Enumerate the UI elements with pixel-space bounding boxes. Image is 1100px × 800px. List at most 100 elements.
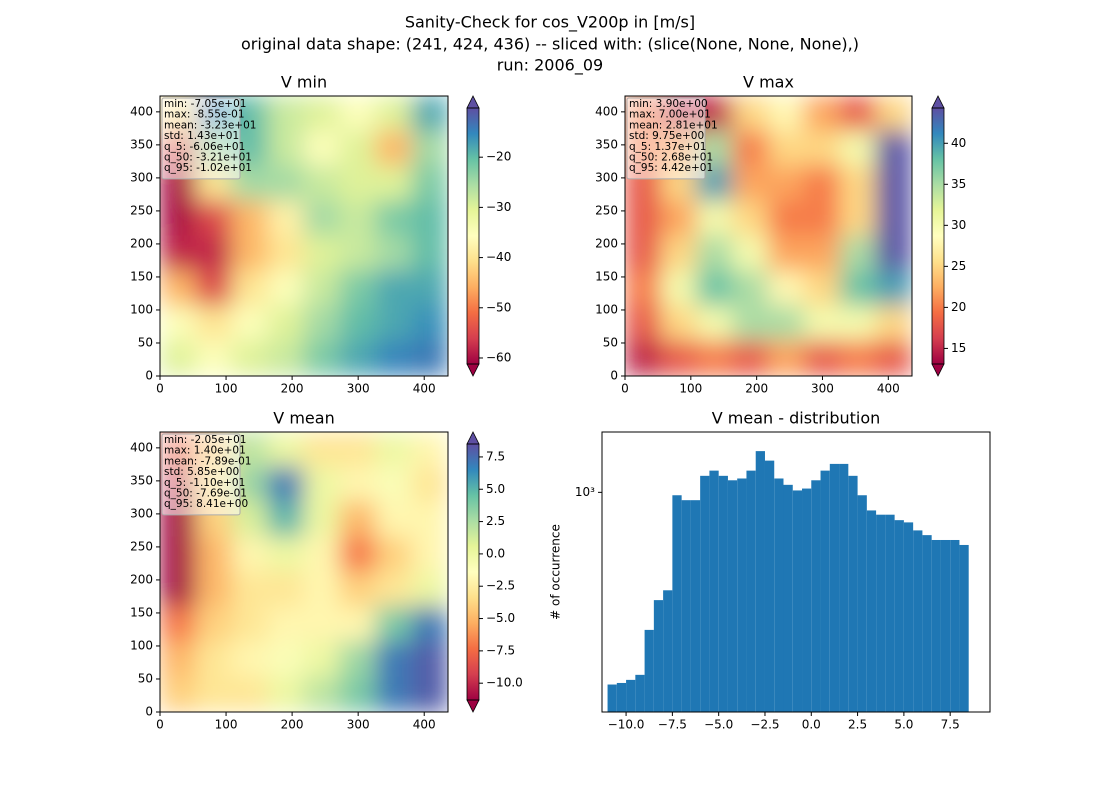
heatmap-cell (267, 466, 305, 503)
heatmap-cell (267, 536, 305, 573)
x-tick-label: 0 (156, 718, 164, 732)
colorbar-frame (931, 107, 945, 365)
suptitle-line: original data shape: (241, 424, 436) -- … (241, 35, 859, 54)
axes-frame (159, 431, 449, 713)
heatmap-cell (696, 200, 734, 237)
heatmap-cell (303, 305, 341, 342)
colorbar-tick-label: 30 (951, 218, 966, 232)
histogram-bar (690, 500, 701, 712)
suptitle-line: run: 2006_09 (497, 56, 603, 76)
heatmap-cell (411, 305, 448, 342)
x-tick-label: −5.0 (704, 718, 733, 732)
y-tick-label: 200 (130, 236, 153, 250)
heatmap-cell (160, 676, 197, 712)
colorbar-tick-label: 7.5 (486, 449, 505, 463)
heatmap-cell (267, 676, 305, 712)
colorbar-extend (931, 95, 945, 109)
heatmap-cell (732, 96, 769, 132)
heatmap-cell (411, 165, 448, 202)
y-tick-label: 0 (145, 369, 153, 383)
histogram-bar (727, 480, 738, 712)
colorbar-tick-label: −7.5 (486, 643, 515, 657)
y-tick-label: 150 (130, 269, 153, 283)
heatmap-cell (375, 536, 413, 573)
x-tick-label: 5.0 (894, 718, 913, 732)
colorbar-extend (466, 699, 480, 713)
y-axis-label: # of occurrence (549, 524, 563, 620)
heatmap-cell (732, 200, 769, 237)
stats-line: max: 7.00e+01 (629, 109, 711, 121)
heatmap-cell (625, 270, 662, 307)
colorbar-tick-label: −10.0 (486, 676, 523, 690)
histogram-bar (607, 684, 617, 712)
heatmap-cell (267, 305, 305, 342)
heatmap-cell (231, 536, 269, 573)
heatmap-cell (803, 305, 841, 342)
heatmap-cell (411, 571, 448, 608)
heatmap-cell (768, 270, 805, 307)
heatmap-cell (303, 466, 341, 503)
y-tick-label: 400 (595, 104, 618, 118)
colorbar (467, 108, 479, 364)
histogram-bar (866, 510, 877, 712)
heatmap-cell (411, 466, 448, 503)
heatmap-cell (803, 130, 841, 167)
heatmap-cell (195, 571, 233, 608)
heatmap-cell (839, 130, 877, 167)
x-tick-label: 100 (215, 382, 238, 396)
heatmap-cell (625, 340, 662, 376)
heatmap-cell (625, 200, 662, 237)
heatmap-cell (195, 606, 233, 643)
y-tick-label: 400 (130, 440, 153, 454)
heatmap-cell (160, 305, 197, 342)
stats-box (161, 97, 241, 180)
colorbar-tick-label: 40 (951, 136, 966, 150)
colorbar-tick-label: −2.5 (486, 579, 515, 593)
histogram-bar (709, 470, 719, 712)
panel-title: V mean - distribution (712, 409, 881, 428)
y-tick-label: 0 (145, 705, 153, 719)
heatmap-cell (875, 235, 912, 272)
heatmap-cell (375, 305, 413, 342)
colorbar-tick-label: 25 (951, 259, 966, 273)
y-tick-label: 200 (130, 572, 153, 586)
heatmap-cell (303, 165, 341, 202)
heatmap-cell (339, 340, 377, 376)
stats-line: q_5: -1.10e+01 (164, 477, 245, 489)
colorbar (932, 108, 944, 364)
heatmap-cell (375, 571, 413, 608)
heatmap-cell (803, 270, 841, 307)
y-tick-label: 300 (595, 170, 618, 184)
heatmap-cell (339, 432, 377, 468)
colorbar-tick-label: 15 (951, 341, 966, 355)
histogram-bar (644, 629, 654, 712)
heatmap-cell (303, 501, 341, 538)
heatmap-cell (160, 641, 197, 678)
histogram-bar (755, 451, 765, 712)
heatmap-cell (660, 340, 698, 376)
colorbar-tick-label: 2.5 (486, 514, 505, 528)
heatmap-cell (195, 536, 233, 573)
x-tick-label: 7.5 (941, 718, 960, 732)
stats-line: q_50: -7.69e-01 (164, 488, 247, 500)
stats-line: mean: -7.89e-01 (164, 455, 251, 467)
heatmap-cell (303, 200, 341, 237)
heatmap-cell (160, 200, 197, 237)
histogram-bar (653, 600, 664, 712)
heatmap-cell (768, 340, 805, 376)
stats-line: q_5: -6.06e+01 (164, 141, 245, 153)
histogram-bar (626, 679, 636, 712)
colorbar-extend (466, 431, 480, 445)
y-tick-label: 100 (130, 302, 153, 316)
y-tick-label: 100 (130, 638, 153, 652)
stats-line: q_95: 8.41e+00 (164, 498, 248, 510)
heatmap-cell (339, 501, 377, 538)
heatmap-cell (375, 676, 413, 712)
axes-frame (159, 95, 449, 377)
x-tick-label: 2.5 (848, 718, 867, 732)
heatmap-cell (768, 200, 805, 237)
colorbar-tick-label: −5.0 (486, 611, 515, 625)
colorbar-tick-label: −60 (486, 350, 511, 364)
heatmap-cell (303, 340, 341, 376)
